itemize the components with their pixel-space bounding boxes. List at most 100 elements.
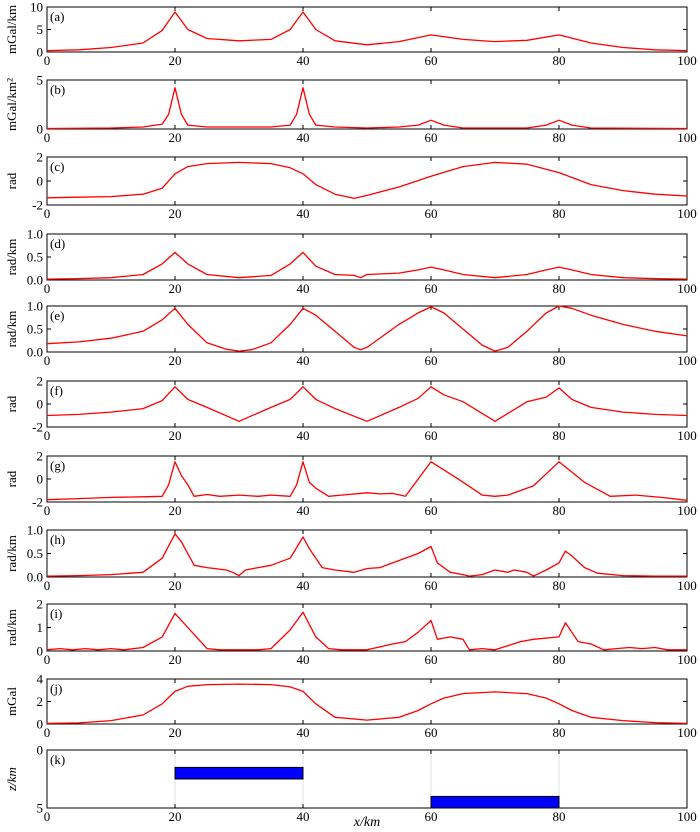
x-tick-label: 20 [169, 503, 182, 518]
x-tick-label: 60 [425, 428, 438, 443]
x-tick-label: 0 [44, 503, 51, 518]
x-tick-label: 100 [677, 652, 697, 667]
series-line [46, 161, 688, 200]
x-tick-label: 40 [297, 578, 310, 593]
panel-label: (j) [50, 681, 62, 696]
x-tick-label: 40 [297, 428, 310, 443]
chart-panel-10: 0 20 40 60 80 100 0 2 4 mGal (j) [4, 672, 697, 741]
y-tick-label: 0 [37, 717, 44, 732]
x-tick-label: 20 [169, 281, 182, 296]
x-tick-label: 100 [677, 578, 697, 593]
axes-frame [46, 749, 688, 809]
x-tick-label: 20 [169, 353, 182, 368]
x-tick-label: 80 [553, 281, 566, 296]
chart-panel-5: 0 20 40 60 80 100 0.0 0.5 1.0 rad/km (e) [4, 299, 697, 369]
axes-frame [46, 380, 688, 428]
x-tick-label: 100 [677, 53, 697, 68]
x-tick-label: 80 [553, 130, 566, 145]
y-axis-label: rad/km [4, 239, 19, 276]
y-axis-label: rad [4, 172, 19, 189]
y-tick-label: 0 [37, 174, 44, 189]
x-tick-label: 40 [297, 725, 310, 740]
chart-panel-9: 0 20 40 60 80 100 0 1 2 rad/km (i) [4, 597, 697, 668]
y-tick-label: 2 [37, 597, 44, 612]
x-axis-label: x/km [353, 815, 380, 830]
x-tick-label: 20 [169, 428, 182, 443]
x-tick-label: 0 [44, 130, 51, 145]
x-tick-label: 60 [425, 281, 438, 296]
y-tick-label: -2 [32, 495, 43, 510]
x-tick-label: 100 [677, 809, 697, 824]
series-line [46, 305, 688, 352]
panel-label: (h) [50, 532, 65, 547]
series-line [46, 11, 688, 52]
x-tick-label: 20 [169, 578, 182, 593]
y-tick-label: 1 [37, 620, 44, 635]
series-line [46, 87, 688, 130]
y-axis-label: mGal/km² [4, 78, 19, 131]
x-tick-label: 80 [553, 503, 566, 518]
x-tick-label: 0 [44, 281, 51, 296]
y-tick-label: 0.5 [27, 250, 43, 265]
x-tick-label: 80 [553, 206, 566, 221]
x-tick-label: 80 [553, 725, 566, 740]
x-tick-label: 20 [169, 725, 182, 740]
y-tick-label: 0 [37, 45, 44, 60]
y-tick-label: 2 [37, 694, 44, 709]
panel-label: (f) [50, 383, 63, 398]
y-tick-label: 0.0 [27, 570, 43, 585]
y-tick-label: 0 [37, 644, 44, 659]
x-tick-label: 60 [425, 353, 438, 368]
y-tick-label: 5 [37, 73, 44, 88]
y-tick-label: 0 [37, 397, 44, 412]
y-tick-label: 0 [37, 122, 44, 137]
x-tick-label: 80 [553, 809, 566, 824]
y-tick-label: 1.0 [27, 523, 43, 538]
x-tick-label: 80 [553, 652, 566, 667]
y-tick-label: 0.5 [27, 322, 43, 337]
x-tick-label: 0 [44, 353, 51, 368]
x-tick-label: 80 [553, 53, 566, 68]
axes-frame [46, 79, 688, 130]
panel-label: (d) [50, 236, 65, 251]
x-tick-label: 60 [425, 130, 438, 145]
series-line [46, 611, 687, 651]
x-tick-label: 0 [44, 809, 51, 824]
x-tick-label: 40 [297, 353, 310, 368]
x-tick-label: 60 [425, 206, 438, 221]
x-tick-label: 60 [425, 652, 438, 667]
series-line [46, 386, 688, 422]
x-tick-label: 20 [169, 130, 182, 145]
x-tick-label: 100 [677, 503, 697, 518]
x-tick-label: 100 [677, 281, 697, 296]
axes-frame [46, 233, 688, 281]
chart-panel-8: 0 20 40 60 80 100 0.0 0.5 1.0 rad/km (h) [4, 523, 697, 594]
y-axis-label: rad [4, 470, 19, 487]
y-tick-label: 0 [37, 743, 44, 758]
axes-frame [46, 455, 688, 503]
y-axis-label: mGal/km [4, 5, 19, 54]
y-tick-label: 10 [30, 0, 43, 15]
chart-panel-4: 0 20 40 60 80 100 0.0 0.5 1.0 rad/km (d) [4, 227, 697, 297]
series-line [46, 683, 688, 725]
y-tick-label: 0.0 [27, 273, 43, 288]
x-tick-label: 20 [169, 206, 182, 221]
chart-panel-1: 0 20 40 60 80 100 0 5 10 mGal/km (a) [4, 0, 697, 68]
x-tick-label: 80 [553, 428, 566, 443]
x-tick-label: 40 [297, 206, 310, 221]
series-line [46, 461, 688, 501]
x-tick-label: 0 [44, 725, 51, 740]
y-tick-label: 2 [37, 449, 44, 464]
series-line [46, 251, 688, 280]
axes-frame [46, 305, 688, 353]
y-tick-label: 2 [37, 150, 44, 165]
x-tick-label: 80 [553, 578, 566, 593]
y-tick-label: 0 [37, 472, 44, 487]
x-tick-label: 60 [425, 53, 438, 68]
y-tick-label: 2 [37, 374, 44, 389]
y-tick-label: 4 [37, 672, 44, 687]
